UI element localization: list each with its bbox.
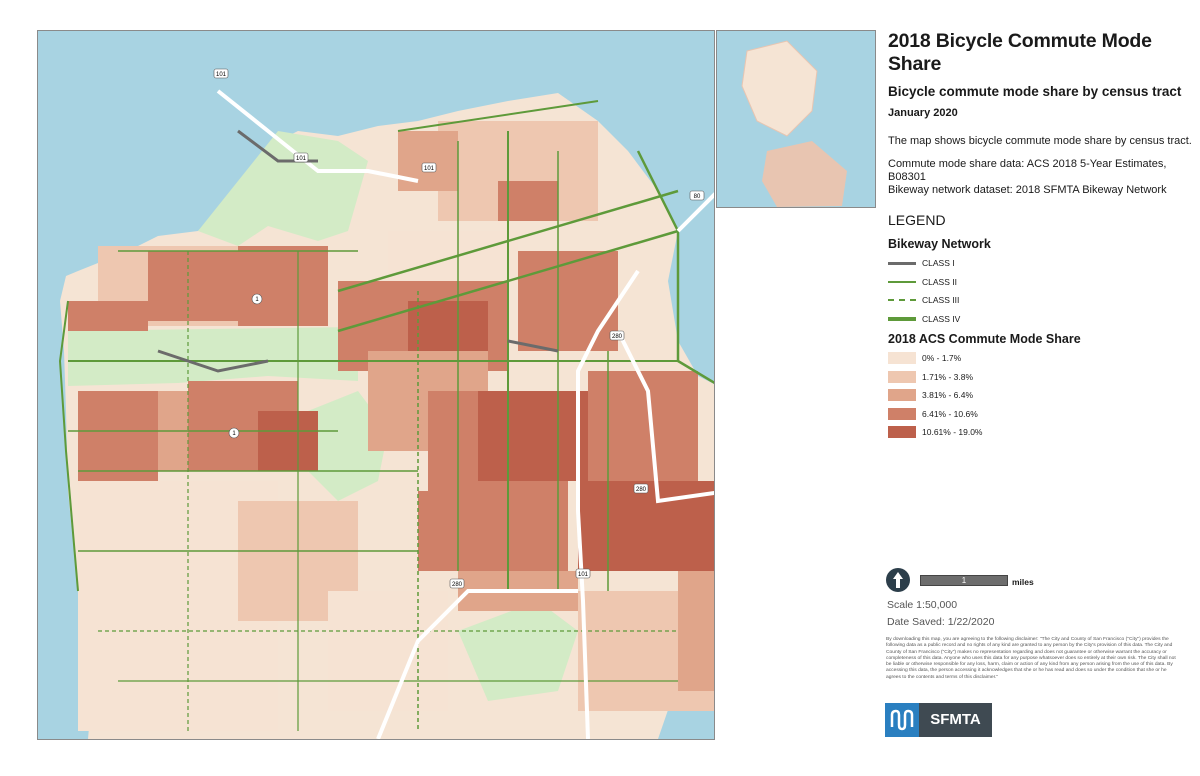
main-map[interactable]: 101 101 101 80 280 280 280 101 1 1: [37, 30, 715, 740]
class-i-label: CLASS I: [922, 258, 955, 269]
shield-101-icon: 101: [421, 162, 437, 173]
map-description: The map shows bicycle commute mode share…: [888, 135, 1192, 147]
class-iv-label: CLASS IV: [922, 313, 961, 324]
svg-text:101: 101: [424, 166, 435, 172]
legend-item-share-3: 3.81% - 6.4%: [888, 386, 1193, 405]
mclaren-park: [458, 601, 578, 701]
svg-text:101: 101: [216, 72, 227, 78]
svg-text:280: 280: [612, 334, 623, 340]
yerba-buena-island: [762, 141, 847, 207]
legend-network-title: Bikeway Network: [888, 237, 991, 251]
share-1-label: 0% - 1.7%: [922, 353, 962, 364]
info-panel: 2018 Bicycle Commute Mode Share Bicycle …: [888, 30, 1193, 442]
map-canvas: 101 101 101 80 280 280 280 101 1 1: [38, 31, 714, 739]
legend-item-class-ii: CLASS II: [888, 273, 1193, 292]
treasure-island: [741, 40, 818, 137]
date-saved: Date Saved: 1/22/2020: [887, 616, 995, 628]
legend-heading: LEGEND: [888, 212, 946, 228]
scale-text: Scale 1:50,000: [887, 599, 958, 611]
share-5-label: 10.61% - 19.0%: [922, 427, 983, 438]
freeways: [216, 89, 714, 739]
shield-101-icon: 101: [293, 152, 309, 163]
shield-280-icon: 280: [609, 330, 625, 341]
share-1-swatch: [888, 352, 916, 365]
share-5-swatch: [888, 426, 916, 439]
svg-text:101: 101: [296, 156, 307, 162]
svg-text:280: 280: [452, 582, 463, 588]
class-ii-label: CLASS II: [922, 276, 957, 287]
presidio: [198, 131, 368, 246]
svg-text:1: 1: [255, 297, 259, 303]
legend-item-class-i: CLASS I: [888, 254, 1193, 273]
highway-shields: 101 101 101 80 280 280 280 101 1 1: [213, 68, 705, 589]
inset-canvas: [741, 40, 847, 207]
source-mode-share: Commute mode share data: ACS 2018 5-Year…: [888, 158, 1167, 183]
legend-item-class-iv: CLASS IV: [888, 310, 1193, 329]
source-bikeway: Bikeway network dataset: 2018 SFMTA Bike…: [888, 184, 1167, 196]
scale-bar-unit: miles: [1012, 577, 1034, 587]
shield-1-icon: 1: [251, 293, 263, 305]
share-3-label: 3.81% - 6.4%: [922, 390, 974, 401]
legend-item-share-4: 6.41% - 10.6%: [888, 405, 1193, 424]
legend-item-share-2: 1.71% - 3.8%: [888, 368, 1193, 387]
legend-item-class-iii: CLASS III: [888, 291, 1193, 310]
shield-280-icon: 280: [633, 483, 649, 494]
class-iv-swatch: [888, 316, 916, 321]
disclaimer-text: By downloading this map, you are agreein…: [886, 637, 1176, 680]
map-title: 2018 Bicycle Commute Mode Share: [888, 30, 1152, 75]
scale-bar-segment: 1: [920, 575, 1008, 586]
share-2-swatch: [888, 370, 916, 383]
sfmta-logo: SFMTA: [885, 703, 992, 737]
svg-text:101: 101: [578, 572, 589, 578]
share-4-swatch: [888, 407, 916, 420]
inset-map: [716, 30, 876, 208]
legend-share-title: 2018 ACS Commute Mode Share: [888, 332, 1081, 346]
svg-text:1: 1: [232, 431, 236, 437]
legend-item-share-1: 0% - 1.7%: [888, 349, 1193, 368]
golden-gate-park: [68, 327, 358, 386]
shield-1-icon: 1: [228, 427, 240, 439]
legend-network-list: CLASS I CLASS II CLASS III CLASS IV: [888, 254, 1193, 328]
class-iii-swatch: [888, 299, 916, 302]
sfmta-logo-icon: [885, 703, 919, 737]
share-4-label: 6.41% - 10.6%: [922, 408, 978, 419]
sfmta-logo-text: SFMTA: [919, 703, 992, 737]
svg-text:80: 80: [694, 194, 701, 200]
share-3-swatch: [888, 389, 916, 402]
shield-101-icon: 101: [213, 68, 229, 79]
map-date: January 2020: [888, 107, 958, 119]
class-i-swatch: [888, 261, 916, 265]
bikeway-network: [58, 100, 714, 731]
north-arrow-icon: [886, 568, 910, 592]
svg-text:280: 280: [636, 487, 647, 493]
scale-bar: 1 miles: [886, 568, 1186, 594]
census-tracts: [68, 121, 714, 731]
legend-share-list: 0% - 1.7% 1.71% - 3.8% 3.81% - 6.4% 6.41…: [888, 349, 1193, 442]
shield-80-icon: 80: [689, 190, 705, 201]
legend-item-share-5: 10.61% - 19.0%: [888, 423, 1193, 442]
map-subtitle: Bicycle commute mode share by census tra…: [888, 84, 1182, 99]
share-2-label: 1.71% - 3.8%: [922, 371, 974, 382]
class-iii-label: CLASS III: [922, 295, 960, 306]
class-ii-swatch: [888, 280, 916, 283]
shield-280-icon: 280: [449, 578, 465, 589]
shield-101-icon: 101: [575, 568, 591, 579]
